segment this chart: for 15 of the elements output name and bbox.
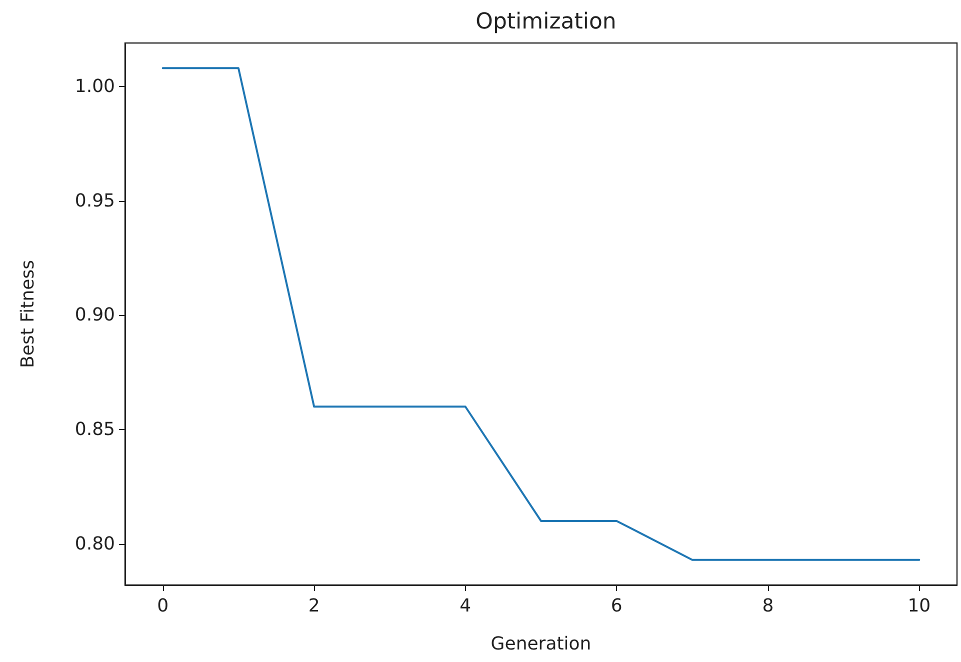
y-tick-label: 0.90 — [74, 304, 115, 326]
y-tick-label: 1.00 — [74, 76, 115, 97]
y-tick-label: 0.85 — [74, 418, 115, 440]
y-tick-label: 0.80 — [74, 533, 115, 554]
line-series — [162, 67, 920, 561]
y-axis-title: Best Fitness — [18, 260, 38, 368]
chart-title: Optimization — [476, 10, 616, 34]
x-tick-label: 0 — [157, 596, 169, 616]
x-tick-label: 8 — [762, 596, 774, 616]
x-tick-label: 6 — [610, 596, 622, 616]
x-tick-label: 2 — [308, 596, 320, 616]
y-tick-label: 0.95 — [74, 190, 115, 212]
x-tick-label: 4 — [460, 596, 472, 616]
x-tick-label: 10 — [908, 596, 931, 616]
x-axis-title: Generation — [490, 634, 592, 654]
